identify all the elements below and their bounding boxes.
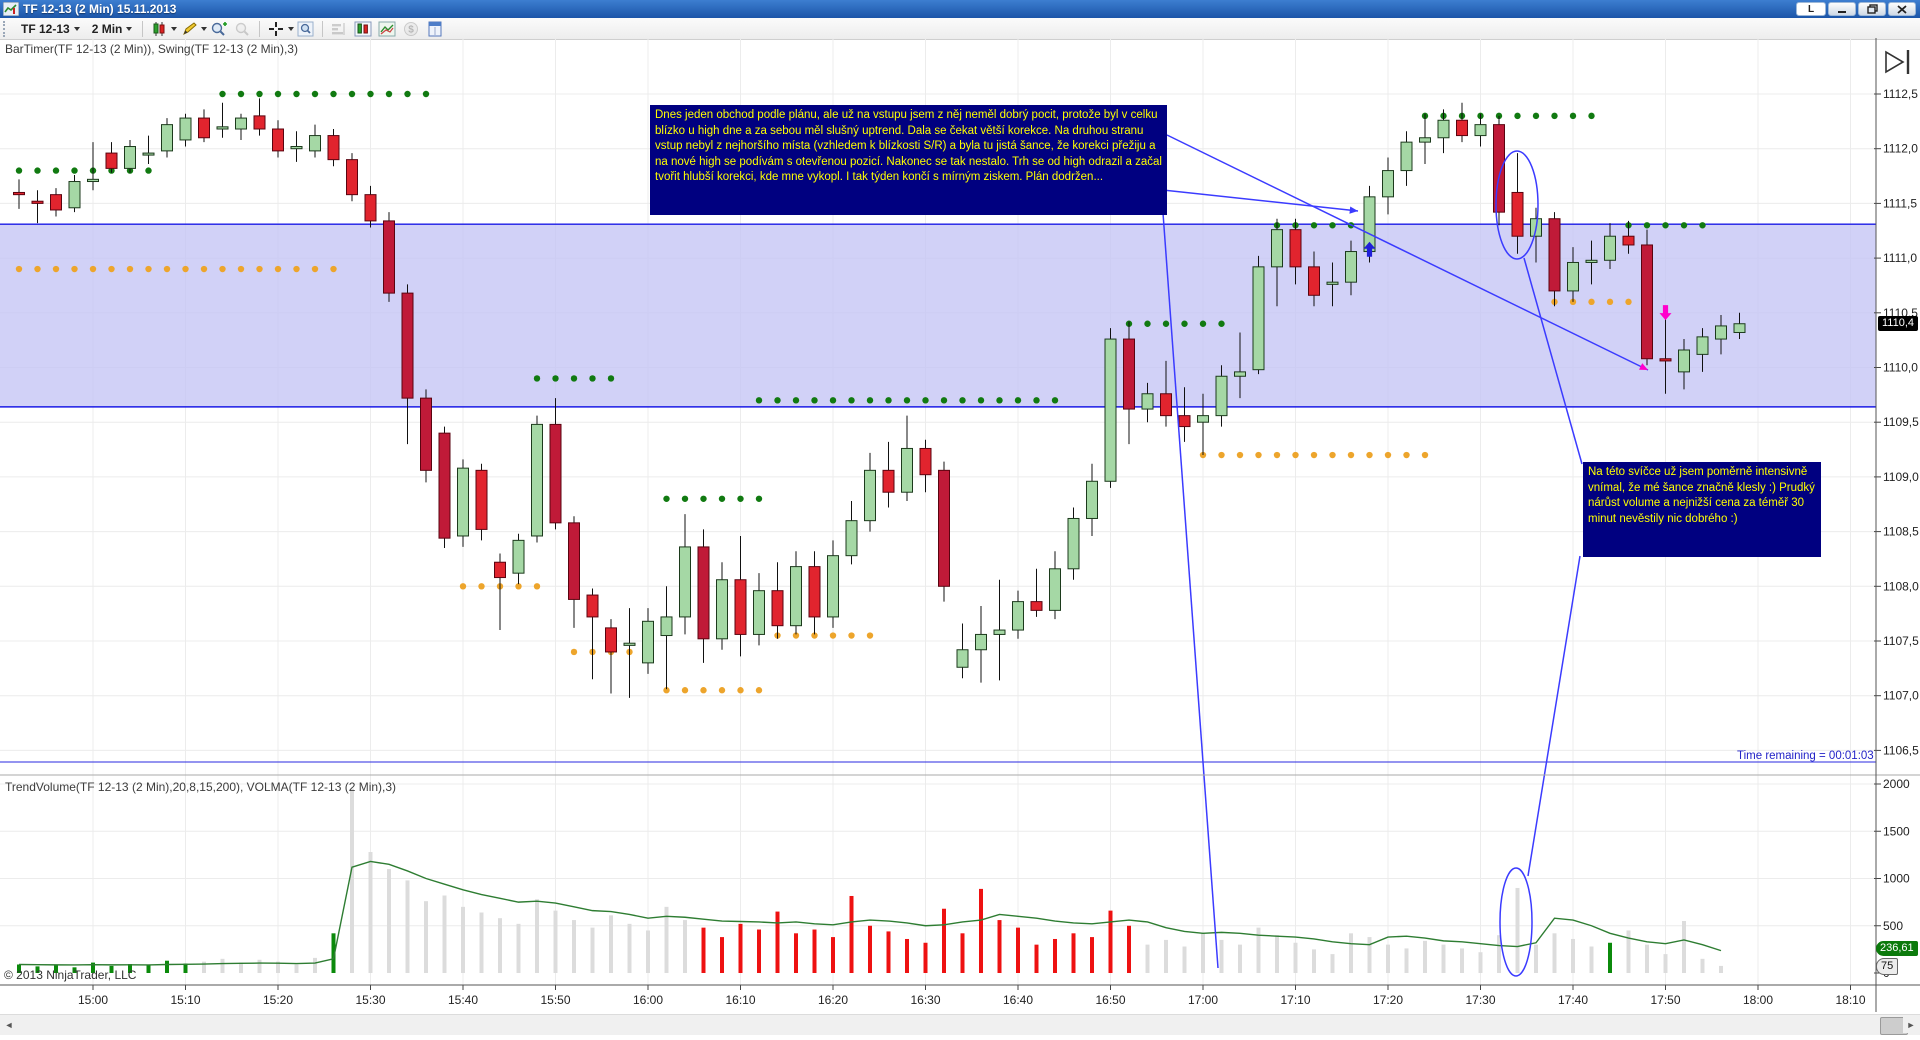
svg-text:1109,5: 1109,5 [1883,415,1919,429]
window-title: TF 12-13 (2 Min) 15.11.2013 [23,2,177,16]
svg-text:16:50: 16:50 [1095,993,1125,1007]
toolbar-grip[interactable] [3,20,12,37]
svg-text:1106,5: 1106,5 [1883,743,1919,757]
svg-text:16:20: 16:20 [818,993,848,1007]
last-price-badge: 1110,4 [1878,316,1919,331]
chevron-down-icon[interactable] [171,26,178,31]
svg-text:17:40: 17:40 [1558,993,1588,1007]
svg-text:1109,0: 1109,0 [1883,470,1919,484]
swing-dots [15,90,1706,694]
annotation-note-trade-plan[interactable]: Dnes jeden obchod podle plánu, ale už na… [650,105,1167,215]
svg-text:15:00: 15:00 [78,993,108,1007]
svg-text:15:40: 15:40 [448,993,478,1007]
link-button[interactable]: L [1796,2,1826,16]
svg-text:16:10: 16:10 [725,993,755,1007]
instrument-dropdown[interactable]: TF 12-13 [15,20,86,38]
instrument-label: TF 12-13 [21,21,70,36]
svg-text:18:00: 18:00 [1743,993,1773,1007]
price-panel-indicator-label: BarTimer(TF 12-13 (2 Min)), Swing(TF 12-… [5,42,298,56]
zoom-out-icon [232,20,254,38]
data-panel-icon[interactable] [424,20,446,38]
chevron-down-icon [73,26,80,31]
svg-text:15:30: 15:30 [355,993,385,1007]
chart-canvas[interactable]: 15:00 15:10 15:20 15:30 15:40 15:50 16:00 16:10… [0,38,1920,1014]
replay-go-to-end-icon[interactable] [1885,50,1910,74]
svg-text:17:50: 17:50 [1650,993,1680,1007]
chart-trader-icon[interactable] [352,20,374,38]
close-button[interactable] [1888,2,1916,16]
market-depth-icon [328,20,350,38]
down-arrow-marker [1659,305,1672,321]
svg-text:1111,0: 1111,0 [1883,251,1917,265]
axes: 15:00 15:10 15:20 15:30 15:40 15:50 16:00 16:10… [0,38,1920,1012]
svg-text:16:30: 16:30 [910,993,940,1007]
drawing-tools-pencil-icon[interactable] [178,20,200,38]
svg-text:1000: 1000 [1883,872,1910,886]
svg-text:1107,0: 1107,0 [1883,689,1919,703]
volume-series [17,788,1723,973]
svg-text:17:10: 17:10 [1280,993,1310,1007]
zoom-window-icon[interactable] [295,20,317,38]
svg-text:1107,5: 1107,5 [1883,634,1919,648]
svg-text:17:30: 17:30 [1465,993,1495,1007]
svg-text:17:20: 17:20 [1373,993,1403,1007]
chart-style-candles-icon[interactable] [148,20,170,38]
svg-text:500: 500 [1883,919,1903,933]
svg-text:15:20: 15:20 [263,993,293,1007]
svg-text:1111,5: 1111,5 [1883,196,1917,210]
bar-timer-text: Time remaining = 00:01:03 [1737,750,1874,762]
svg-text:1112,0: 1112,0 [1883,142,1918,156]
copyright-label: © 2013 NinjaTrader, LLC [4,968,137,982]
svg-text:1112,5: 1112,5 [1883,87,1918,101]
svg-text:16:00: 16:00 [633,993,663,1007]
chevron-down-icon[interactable] [201,26,208,31]
svg-text:$: $ [409,24,415,35]
svg-text:16:40: 16:40 [1003,993,1033,1007]
svg-text:17:00: 17:00 [1188,993,1218,1007]
chevron-down-icon[interactable] [288,26,295,31]
cursor-crosshair-icon[interactable] [265,20,287,38]
interval-dropdown[interactable]: 2 Min [86,20,139,38]
account-dollar-icon: $ [400,20,422,38]
up-arrow-marker [1363,241,1376,257]
interval-label: 2 Min [91,21,123,36]
horizontal-scrollbar[interactable]: ◄ ► [0,1014,1920,1035]
last-volume-badge: 75 [1876,958,1899,975]
app-chart-icon [3,2,19,16]
svg-text:1108,0: 1108,0 [1883,579,1919,593]
svg-text:2000: 2000 [1883,777,1910,791]
annotation-note-volume-candle[interactable]: Na této svíčce už jsem poměrně intensivn… [1583,462,1821,557]
volume-panel-indicator-label: TrendVolume(TF 12-13 (2 Min),20,8,15,200… [5,780,397,794]
scroll-left-button[interactable]: ◄ [1,1017,17,1033]
mini-chart-icon[interactable] [376,20,398,38]
minimize-button[interactable] [1828,2,1856,16]
svg-text:1108,5: 1108,5 [1883,525,1919,539]
svg-text:1500: 1500 [1883,824,1910,838]
chevron-down-icon [126,26,133,31]
sr-band [0,223,1876,408]
toolbar: TF 12-13 2 Min [0,18,1920,40]
scroll-right-button[interactable]: ► [1903,1017,1919,1033]
candlestick-series [13,98,1746,698]
window-titlebar: TF 12-13 (2 Min) 15.11.2013 L [0,0,1920,18]
svg-text:18:10: 18:10 [1835,993,1865,1007]
maximize-button[interactable] [1858,2,1886,16]
zoom-in-icon[interactable] [208,20,230,38]
volma-value-badge: 236,61 [1876,941,1918,956]
svg-text:15:10: 15:10 [170,993,200,1007]
svg-text:1110,0: 1110,0 [1883,361,1918,375]
svg-text:15:50: 15:50 [540,993,570,1007]
